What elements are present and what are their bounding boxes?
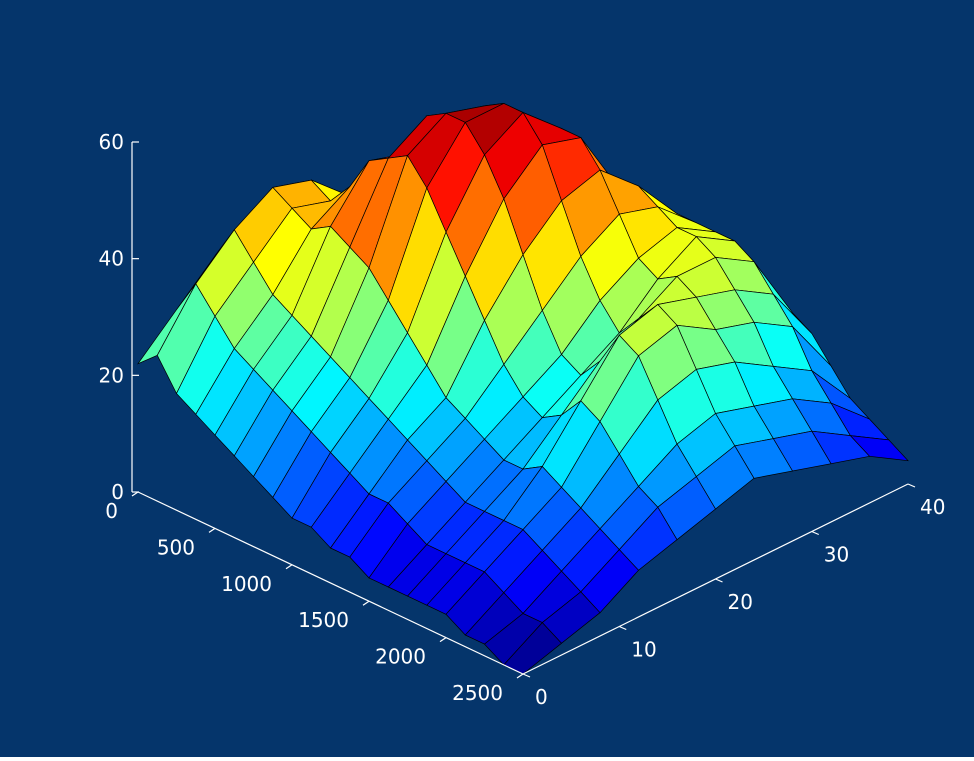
y-tick-label: 40 bbox=[920, 495, 945, 519]
x-tick-label: 500 bbox=[157, 535, 195, 559]
y-tick-mark bbox=[907, 483, 916, 488]
y-tick-label: 10 bbox=[631, 638, 656, 662]
x-tick-mark bbox=[516, 673, 524, 679]
y-tick-mark bbox=[715, 578, 723, 583]
x-tick-label: 0 bbox=[105, 499, 118, 523]
x-tick-mark bbox=[362, 600, 370, 606]
y-tick-label: 0 bbox=[535, 685, 548, 709]
z-tick-label: 60 bbox=[99, 130, 124, 154]
z-tick-label: 20 bbox=[99, 363, 124, 387]
x-tick-mark bbox=[285, 564, 293, 570]
y-tick-mark bbox=[811, 530, 819, 536]
y-tick-label: 20 bbox=[728, 590, 753, 614]
y-tick-label: 30 bbox=[824, 543, 849, 567]
z-tick-label: 40 bbox=[99, 247, 124, 271]
y-tick-mark bbox=[522, 673, 531, 678]
x-tick-label: 2000 bbox=[375, 645, 426, 669]
x-axis-line bbox=[137, 491, 524, 675]
z-tick-label: 0 bbox=[111, 480, 124, 504]
x-tick-mark bbox=[131, 491, 139, 497]
x-tick-label: 1500 bbox=[298, 608, 349, 632]
x-tick-mark bbox=[439, 637, 447, 643]
surface-mesh bbox=[136, 103, 909, 675]
x-tick-label: 2500 bbox=[452, 681, 503, 705]
x-tick-mark bbox=[208, 527, 216, 533]
x-tick-label: 1000 bbox=[221, 572, 272, 596]
y-tick-mark bbox=[619, 625, 627, 631]
axes: 0 500 1000 1500 2000 2500 0 10 20 30 40 … bbox=[99, 130, 946, 709]
